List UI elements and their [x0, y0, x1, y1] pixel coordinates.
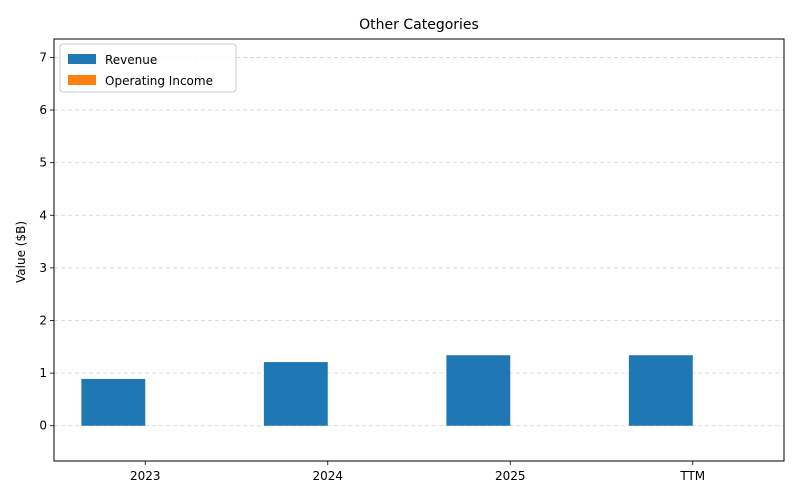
axes: 0 1 2 3 4 5 6 7 2023 2024 2025 TTM: [39, 38, 785, 483]
x-tick-label: 2023: [130, 469, 161, 483]
y-axis-label: Value ($B): [14, 221, 28, 283]
y-tick-label: 6: [39, 103, 47, 117]
bars: [81, 355, 693, 426]
y-tick-label: 5: [39, 156, 47, 170]
y-tick-label: 3: [39, 261, 47, 275]
x-tick-label: 2025: [495, 469, 526, 483]
grid-lines: [54, 57, 784, 427]
legend-label: Operating Income: [105, 74, 213, 88]
x-tick-label: 2024: [312, 469, 343, 483]
y-tick-label: 0: [39, 419, 47, 433]
y-tick-label: 2: [39, 314, 47, 328]
x-tick-label: TTM: [679, 469, 705, 483]
legend-box: [59, 43, 237, 93]
bar-revenue: [446, 355, 511, 426]
bar-revenue: [628, 355, 693, 426]
plot-frame: [53, 38, 785, 462]
bar-revenue: [81, 378, 146, 426]
y-tick-label: 7: [39, 50, 47, 64]
legend-swatch: [68, 54, 96, 64]
legend: Revenue Operating Income: [59, 43, 237, 93]
legend-swatch: [68, 75, 96, 85]
legend-label: Revenue: [105, 53, 157, 67]
bar-revenue: [263, 362, 328, 426]
y-tick-label: 4: [39, 208, 47, 222]
chart-title: Other Categories: [359, 17, 479, 33]
y-tick-label: 1: [39, 366, 47, 380]
